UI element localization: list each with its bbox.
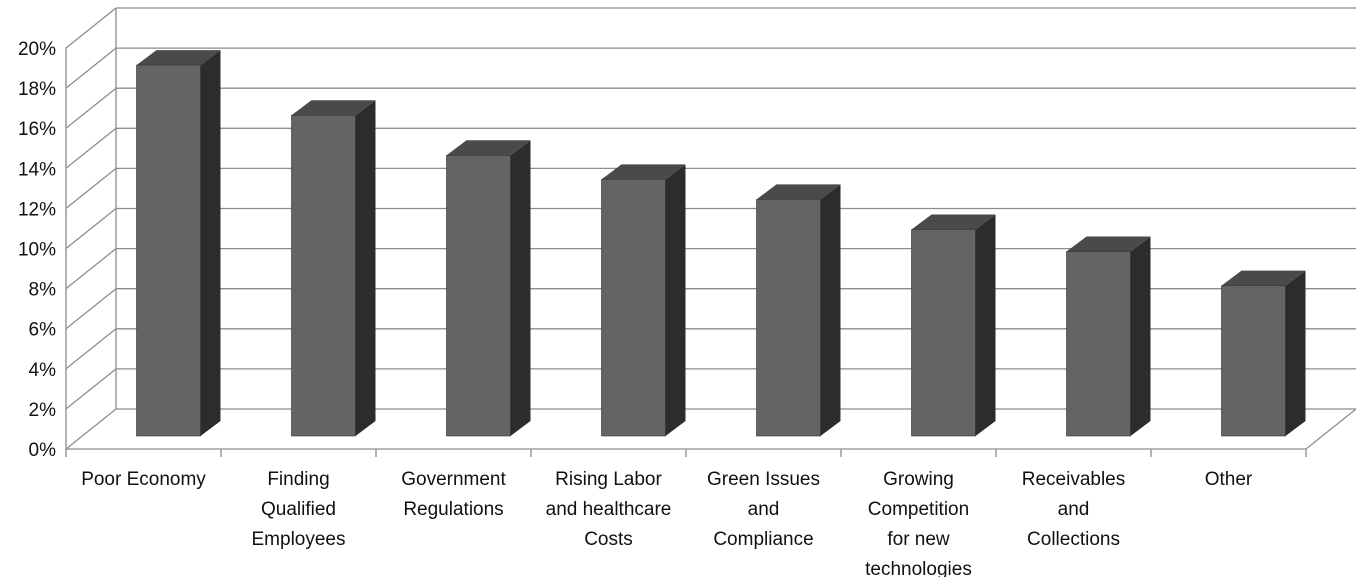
x-tick-label-line: Government bbox=[401, 469, 506, 490]
x-tick-label-line: Qualified bbox=[261, 499, 336, 520]
y-tick-label: 16% bbox=[18, 119, 56, 140]
y-tick-label: 8% bbox=[29, 280, 57, 301]
bar-side bbox=[975, 214, 996, 436]
bar bbox=[136, 50, 221, 437]
gridline-diagonal bbox=[65, 167, 117, 209]
bar-front bbox=[601, 179, 666, 437]
bar-side bbox=[1285, 270, 1306, 436]
x-tick-label: Poor Economy bbox=[81, 469, 206, 490]
bar-top bbox=[1221, 270, 1306, 286]
bar-top bbox=[291, 100, 376, 116]
x-tick-label-line: and bbox=[748, 499, 780, 520]
y-axis-tick-labels: 0% 2% 4% 6% 8% 10% 12% 14% 16% 18% 20% bbox=[18, 39, 56, 461]
bar bbox=[1221, 270, 1306, 437]
gridline-diagonal bbox=[65, 207, 117, 250]
bar-top bbox=[911, 214, 996, 230]
bars bbox=[136, 50, 1306, 437]
bar-front bbox=[136, 64, 201, 437]
bar-top bbox=[446, 140, 531, 156]
x-tick-label: Government Regulations bbox=[401, 469, 506, 520]
bar bbox=[756, 184, 841, 437]
chart-grid bbox=[65, 7, 1357, 457]
y-tick-label: 18% bbox=[18, 79, 56, 100]
floor-right-edge bbox=[1305, 408, 1357, 450]
gridline-diagonal bbox=[65, 47, 117, 89]
bar-front bbox=[446, 155, 511, 437]
bar-top bbox=[601, 164, 686, 180]
bar-side bbox=[665, 164, 686, 437]
y-tick-label: 6% bbox=[29, 320, 57, 341]
y-tick-label: 12% bbox=[18, 199, 56, 220]
y-tick-label: 4% bbox=[29, 360, 57, 381]
y-tick-label: 20% bbox=[18, 39, 56, 60]
bar-front bbox=[1066, 251, 1131, 437]
x-tick-label-line: Employees bbox=[252, 529, 346, 550]
x-tick-label: Finding Qualified Employees bbox=[252, 469, 346, 550]
x-tick-label-line: Other bbox=[1205, 469, 1253, 490]
x-tick-label-line: and healthcare bbox=[546, 499, 672, 520]
x-tick-label-line: Green Issues bbox=[707, 469, 820, 490]
bar bbox=[446, 140, 531, 437]
gridline-diagonal bbox=[65, 328, 117, 370]
y-tick-label: 0% bbox=[29, 440, 57, 461]
x-tick-label-line: Regulations bbox=[403, 499, 503, 520]
bar bbox=[1066, 236, 1151, 437]
x-tick-label: Green Issues and Compliance bbox=[707, 469, 820, 550]
bar-front bbox=[1221, 285, 1286, 437]
y-tick-label: 10% bbox=[18, 240, 56, 261]
bar-top bbox=[756, 184, 841, 200]
x-tick-label-line: Compliance bbox=[713, 529, 813, 550]
x-tick-label-line: for new bbox=[887, 529, 950, 550]
x-tick-label-line: Poor Economy bbox=[81, 469, 206, 490]
x-tick-label-line: Costs bbox=[584, 529, 633, 550]
x-tick-label-line: Collections bbox=[1027, 529, 1120, 550]
bar-top bbox=[1066, 236, 1151, 252]
bar bbox=[291, 100, 376, 437]
gridline-diagonal bbox=[65, 127, 117, 169]
bar bbox=[911, 214, 996, 437]
x-tick-label-line: technologies bbox=[865, 559, 972, 577]
gridline-diagonal bbox=[65, 408, 117, 450]
x-tick-label-line: Rising Labor bbox=[555, 469, 662, 490]
gridline-diagonal bbox=[65, 87, 117, 129]
gridline-diagonal bbox=[65, 248, 117, 290]
bar-side bbox=[200, 50, 221, 436]
x-tick-label-line: Finding bbox=[267, 469, 329, 490]
x-tick-label-line: Competition bbox=[868, 499, 969, 520]
bar-side bbox=[510, 140, 531, 437]
x-tick-label-line: Receivables bbox=[1022, 469, 1126, 490]
bar-top bbox=[136, 50, 221, 66]
bar-front bbox=[291, 114, 356, 437]
bar-side bbox=[1130, 236, 1151, 436]
bar-front bbox=[756, 199, 821, 437]
x-tick-label-line: Growing bbox=[883, 469, 954, 490]
bar-front bbox=[911, 229, 976, 437]
bar-side bbox=[820, 184, 841, 436]
x-tick-label: Rising Labor and healthcare Costs bbox=[546, 469, 672, 550]
x-tick-label: Growing Competition for new technologies bbox=[865, 469, 972, 577]
y-tick-label: 14% bbox=[18, 159, 56, 180]
x-axis-tick-labels: Poor Economy Finding Qualified Employees Gov… bbox=[81, 469, 1253, 577]
x-tick-label: Other bbox=[1205, 469, 1253, 490]
gridline-diagonal bbox=[65, 368, 117, 410]
bar-side bbox=[355, 100, 376, 436]
x-tick-label: Receivables and Collections bbox=[1022, 469, 1126, 550]
bar bbox=[601, 164, 686, 437]
gridline-diagonal bbox=[65, 288, 117, 330]
x-tick-label-line: and bbox=[1058, 499, 1090, 520]
y-tick-label: 2% bbox=[29, 400, 57, 421]
gridline-diagonal bbox=[65, 7, 117, 49]
